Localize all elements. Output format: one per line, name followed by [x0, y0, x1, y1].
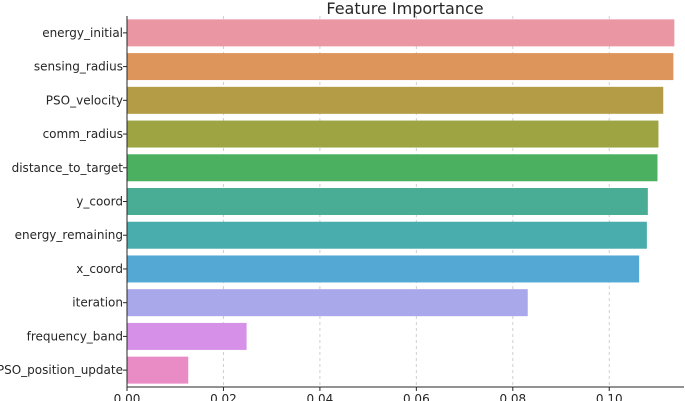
category-label: y_coord — [76, 195, 123, 209]
x-tick-label: 0.08 — [499, 392, 526, 401]
chart-title: Feature Importance — [326, 0, 483, 18]
category-label: PSO_velocity — [46, 93, 123, 107]
x-tick-label: 0.00 — [114, 392, 141, 401]
category-label: iteration — [72, 296, 123, 310]
bar-sensing-radius — [127, 53, 674, 81]
bars — [127, 19, 675, 384]
x-tick-label: 0.04 — [307, 392, 334, 401]
bar-x-coord — [127, 255, 640, 283]
bar-energy-initial — [127, 19, 675, 47]
bar-comm-radius — [127, 120, 659, 148]
bar-pso-position-update — [127, 356, 189, 384]
bar-distance-to-target — [127, 154, 658, 182]
category-label: energy_initial — [42, 26, 123, 40]
category-label: sensing_radius — [34, 60, 123, 74]
category-label: x_coord — [76, 262, 123, 276]
bar-pso-velocity — [127, 86, 664, 114]
x-tick-label: 0.06 — [403, 392, 430, 401]
category-label: PSO_position_update — [0, 363, 123, 377]
category-labels: energy_initial sensing_radius PSO_velocity… — [0, 26, 123, 377]
axes — [123, 16, 684, 391]
category-label: energy_remaining — [15, 228, 123, 242]
category-label: distance_to_target — [12, 161, 124, 175]
x-tick-label: 0.02 — [210, 392, 237, 401]
bar-frequency-band — [127, 322, 247, 350]
x-tick-label: 0.10 — [596, 392, 623, 401]
x-tick-labels: 0.00 0.02 0.04 0.06 0.08 0.10 — [114, 392, 623, 401]
bar-iteration — [127, 289, 528, 317]
category-label: frequency_band — [27, 329, 123, 343]
bar-y-coord — [127, 188, 648, 215]
category-label: comm_radius — [43, 127, 123, 141]
bar-energy-remaining — [127, 221, 647, 249]
